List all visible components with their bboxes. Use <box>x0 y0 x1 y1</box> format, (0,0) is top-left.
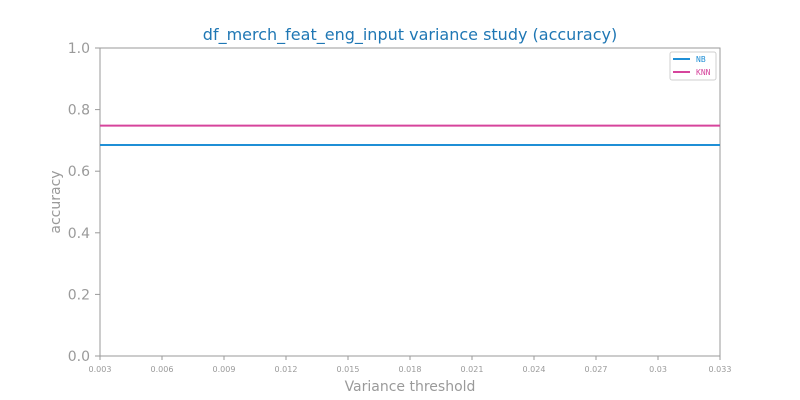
legend-items: NB KNN <box>673 55 711 77</box>
chart-title: df_merch_feat_eng_input variance study (… <box>203 25 617 45</box>
legend-label-knn: KNN <box>696 68 711 77</box>
x-tick-label: 0.003 <box>89 365 112 374</box>
y-tick-label: 0.6 <box>68 164 90 180</box>
x-tick-label: 0.03 <box>649 365 667 374</box>
y-axis: 0.0 0.2 0.4 0.6 0.8 1.0 <box>68 41 100 365</box>
plot-area-frame <box>99 47 721 357</box>
x-axis-label: Variance threshold <box>345 379 476 395</box>
y-tick-label: 0.4 <box>68 226 90 242</box>
x-tick-label: 0.027 <box>585 365 608 374</box>
x-tick-label: 0.012 <box>275 365 298 374</box>
x-tick-label: 0.015 <box>337 365 360 374</box>
x-tick-label: 0.021 <box>461 365 484 374</box>
legend-label-nb: NB <box>696 55 706 64</box>
series-lines <box>100 124 720 147</box>
y-tick-label: 1.0 <box>68 41 90 57</box>
legend: NB KNN <box>669 51 717 81</box>
x-tick-label: 0.018 <box>399 365 422 374</box>
x-axis: 0.003 0.006 0.009 0.012 0.015 0.018 0.021 0.024… <box>89 356 732 374</box>
y-tick-label: 0.0 <box>68 349 90 365</box>
x-tick-label: 0.006 <box>151 365 174 374</box>
x-tick-label: 0.009 <box>213 365 236 374</box>
y-tick-label: 0.8 <box>68 103 90 119</box>
x-tick-label: 0.024 <box>523 365 546 374</box>
x-tick-label: 0.033 <box>709 365 732 374</box>
y-tick-label: 0.2 <box>68 287 90 303</box>
y-axis-label: accuracy <box>48 170 64 233</box>
